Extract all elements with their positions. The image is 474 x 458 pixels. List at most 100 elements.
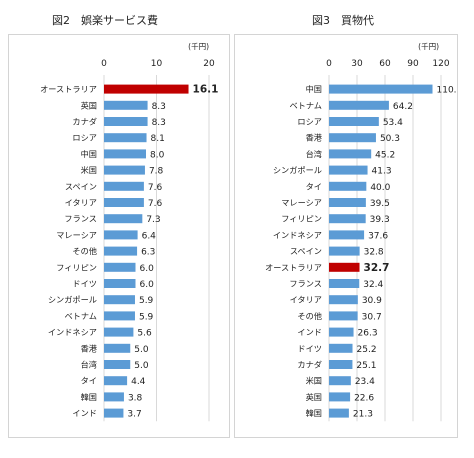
value-label: 32.8 (364, 248, 384, 258)
value-label: 5.9 (139, 296, 154, 306)
value-label: 39.5 (370, 199, 390, 209)
bar (104, 100, 148, 110)
bar (104, 327, 134, 337)
value-label: 110.9 (437, 86, 457, 96)
bar (329, 327, 354, 337)
bar (104, 360, 131, 369)
value-label: 25.2 (357, 345, 377, 355)
value-label: 7.6 (148, 183, 163, 193)
category-label: インドネシア (48, 327, 97, 337)
category-label: マレーシア (56, 230, 97, 240)
figure2-title: 図2 娯楽サービス費 (52, 14, 158, 27)
category-label: シンガポール (48, 295, 97, 305)
category-label: ドイツ (297, 343, 322, 353)
category-label: ベトナム (64, 311, 97, 321)
category-label: ドイツ (72, 279, 97, 289)
value-label: 3.8 (128, 393, 143, 403)
category-label: インド (72, 408, 97, 418)
category-label: インドネシア (273, 230, 322, 240)
category-label: マレーシア (281, 198, 322, 208)
value-label: 8.0 (150, 150, 165, 160)
category-label: 英国 (306, 392, 322, 402)
figure3-title: 図3 買物代 (312, 14, 374, 27)
value-label: 21.3 (353, 410, 373, 420)
bar (329, 198, 366, 207)
bar (104, 165, 145, 175)
value-label: 37.6 (368, 231, 388, 241)
category-label: 中国 (81, 149, 97, 159)
bar (104, 408, 124, 418)
category-label: ロシア (72, 133, 97, 143)
tick-label: 20 (203, 59, 215, 69)
tick-label: 0 (101, 59, 107, 69)
value-label: 6.0 (140, 264, 155, 274)
bar (329, 360, 353, 369)
bar (329, 279, 360, 288)
category-label: その他 (72, 246, 97, 256)
bar (104, 392, 124, 402)
category-label: イタリア (65, 198, 97, 208)
category-label: カナダ (72, 117, 97, 127)
value-label: 23.4 (355, 377, 375, 387)
value-label: 53.4 (383, 118, 403, 128)
value-label: 30.9 (362, 296, 382, 306)
tick-label: 30 (351, 59, 363, 69)
tick-label: 0 (326, 59, 332, 69)
category-label: イタリア (290, 295, 322, 305)
figure2-panel: (千円) 0 10 20 オーストラリア 16.1 英国 8.3 カナダ 8.3 ロシア 8.1 中国 8… (8, 34, 230, 438)
bar (329, 214, 366, 224)
bar (104, 279, 136, 288)
figure3-panel: (千円) 0 30 60 90 120 中国 110.9 ベトナム 64.2 ロシア 53.4 香港 50… (234, 34, 463, 438)
category-label: 韓国 (81, 392, 97, 402)
bar (104, 246, 138, 256)
category-label: 韓国 (306, 408, 322, 418)
bar (104, 230, 138, 240)
bar-highlight (329, 262, 360, 272)
category-label: 香港 (306, 133, 323, 143)
bar (104, 198, 144, 207)
category-label: シンガポール (273, 165, 322, 175)
category-label: オーストラリア (265, 262, 322, 272)
category-label: フィリピン (281, 214, 322, 224)
value-label: 6.3 (141, 248, 155, 258)
bar (329, 100, 389, 110)
shopping-chart: (千円) 0 30 60 90 120 中国 110.9 ベトナム 64.2 ロシア 53.4 香港 50… (265, 41, 463, 422)
bar (104, 295, 135, 305)
category-label: ベトナム (289, 100, 322, 110)
bar (104, 149, 146, 159)
category-label: フィリピン (56, 262, 97, 272)
bar (329, 408, 349, 418)
value-label: 41.3 (372, 167, 392, 177)
category-label: ロシア (297, 117, 322, 127)
category-label: インド (297, 327, 322, 337)
tick-label: 120 (432, 59, 449, 69)
bar (329, 230, 365, 240)
value-label: 7.6 (148, 199, 163, 209)
category-label: 香港 (81, 343, 98, 353)
value-label: 7.3 (146, 215, 160, 225)
value-label: 5.0 (134, 361, 149, 371)
value-label: 5.6 (137, 329, 152, 339)
value-label: 7.8 (149, 167, 164, 177)
bar (329, 133, 376, 143)
bar (329, 376, 351, 386)
bar (329, 311, 358, 321)
value-label: 8.1 (151, 134, 165, 144)
value-label: 16.1 (193, 84, 219, 96)
value-label: 8.3 (152, 102, 166, 112)
category-label: カナダ (297, 360, 322, 370)
bar (329, 343, 353, 353)
category-label: 台湾 (306, 149, 322, 159)
category-label: オーストラリア (40, 84, 97, 94)
value-label: 39.3 (370, 215, 390, 225)
category-label: その他 (297, 311, 322, 321)
category-label: スペイン (65, 181, 97, 191)
tick-label: 60 (379, 59, 391, 69)
value-label: 64.2 (393, 102, 413, 112)
bar (329, 165, 368, 175)
value-label: 25.1 (356, 361, 376, 371)
value-label: 50.3 (380, 134, 400, 144)
category-label: 英国 (81, 100, 97, 110)
value-label: 5.0 (134, 345, 149, 355)
category-label: 米国 (306, 376, 322, 386)
